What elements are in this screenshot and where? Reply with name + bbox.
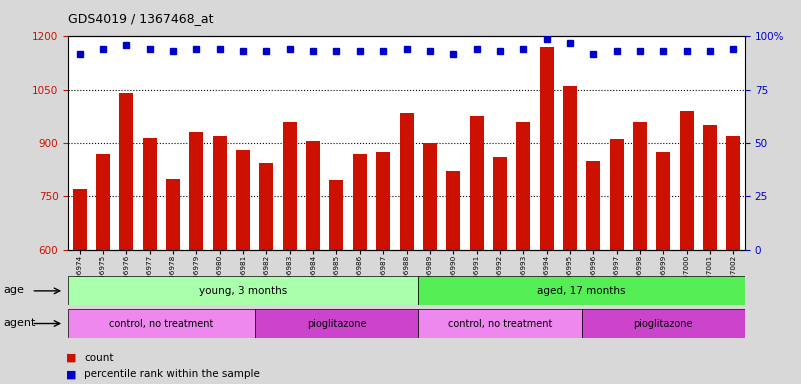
Text: age: age [3,285,24,295]
Bar [493,157,507,384]
Bar [376,152,390,384]
Bar [582,309,745,338]
Text: GDS4019 / 1367468_at: GDS4019 / 1367468_at [68,12,214,25]
Bar [418,276,745,305]
Bar [119,93,134,384]
Bar [143,138,157,384]
Bar [610,139,623,384]
Bar [329,180,344,384]
Bar [283,122,297,384]
Text: control, no treatment: control, no treatment [109,318,214,329]
Text: ■: ■ [66,353,76,363]
Bar [236,150,250,384]
Bar [586,161,600,384]
Bar [703,125,717,384]
Bar [400,113,413,384]
Bar [190,132,203,384]
Bar [306,141,320,384]
Bar [73,189,87,384]
Text: young, 3 months: young, 3 months [199,286,288,296]
Bar [516,122,530,384]
Bar [96,154,110,384]
Bar [68,276,418,305]
Bar [423,143,437,384]
Bar [255,309,418,338]
Bar [446,172,461,384]
Bar [260,162,273,384]
Bar [68,309,255,338]
Bar [540,47,553,384]
Text: pioglitazone: pioglitazone [307,318,366,329]
Bar [469,116,484,384]
Bar [633,122,647,384]
Text: pioglitazone: pioglitazone [634,318,693,329]
Bar [679,111,694,384]
Bar [727,136,740,384]
Text: aged, 17 months: aged, 17 months [537,286,626,296]
Text: control, no treatment: control, no treatment [448,318,552,329]
Bar [656,152,670,384]
Text: agent: agent [3,318,35,328]
Text: percentile rank within the sample: percentile rank within the sample [84,369,260,379]
Bar [213,136,227,384]
Text: ■: ■ [66,369,76,379]
Text: count: count [84,353,114,363]
Bar [352,154,367,384]
Bar [418,309,582,338]
Bar [166,179,180,384]
Bar [563,86,577,384]
